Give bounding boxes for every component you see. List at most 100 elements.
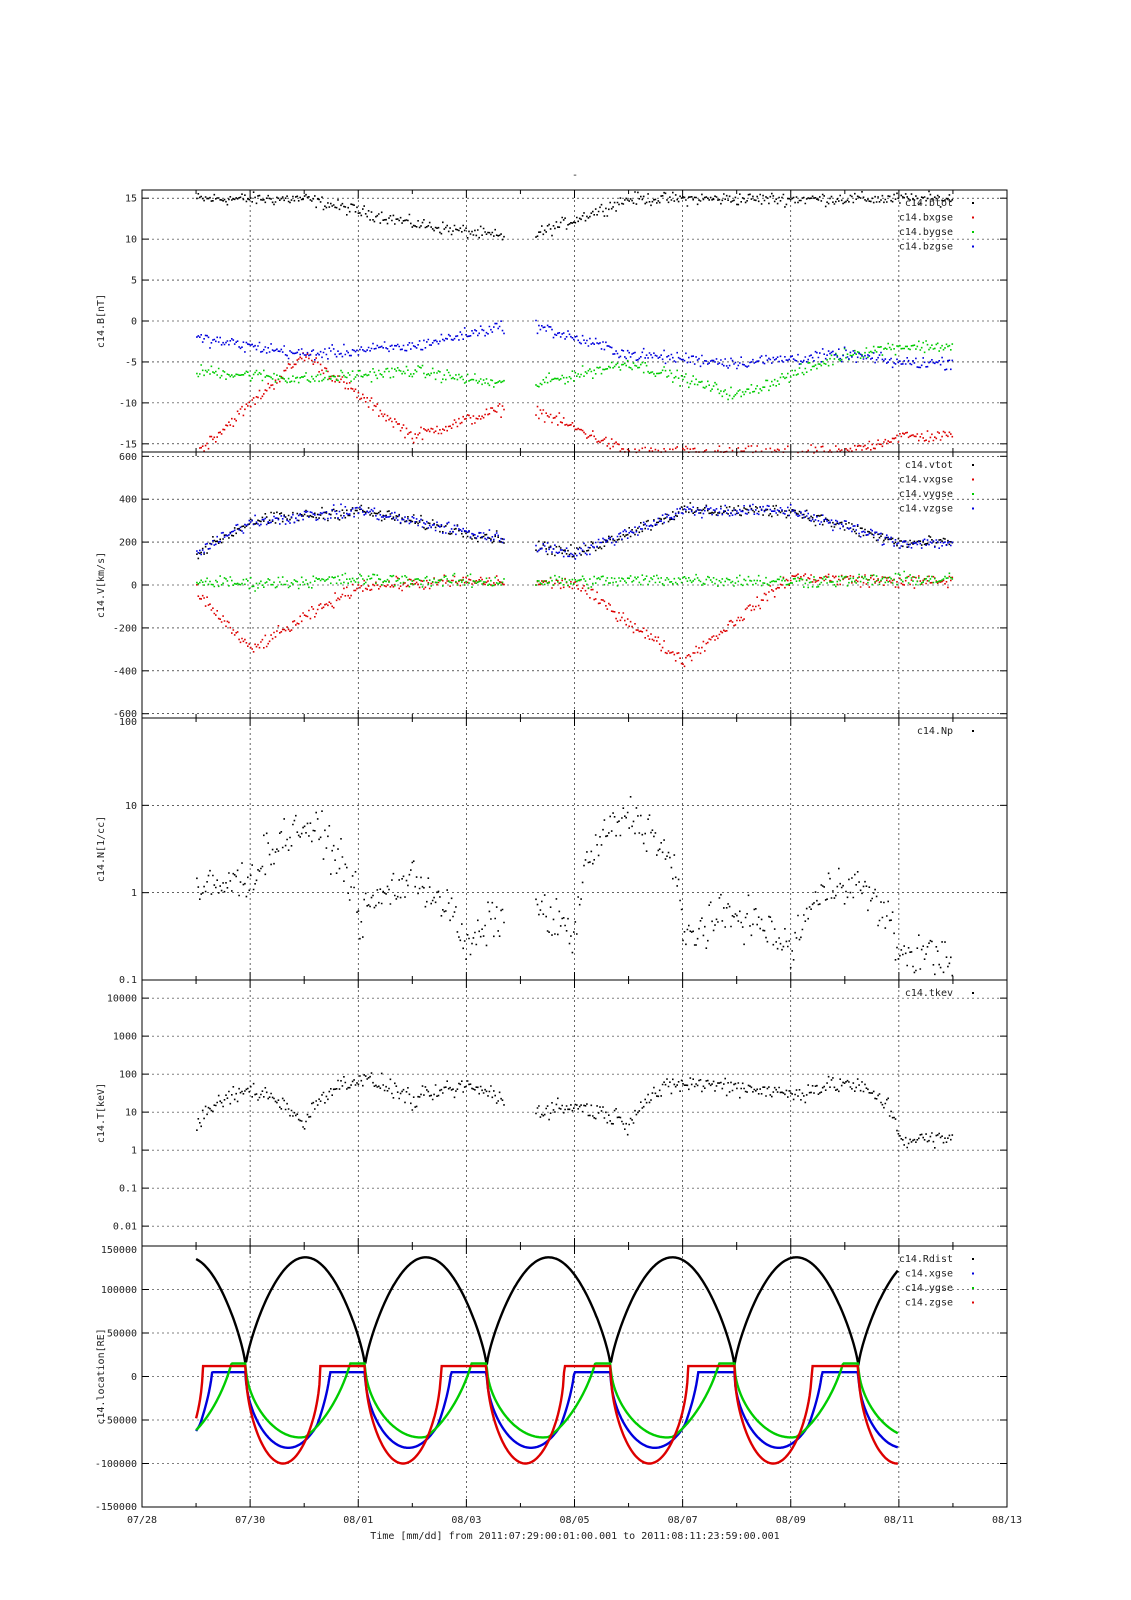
- legend-entry: c14.bxgse: [899, 213, 953, 224]
- x-tick-label: 08/05: [559, 1515, 589, 1526]
- orbit-line: [194, 1364, 898, 1465]
- y-tick-label: 0: [131, 1372, 137, 1383]
- y-axis-label: c14.V[km/s]: [96, 552, 107, 618]
- y-tick-label: 100000: [101, 1285, 137, 1296]
- legend-entry: c14.vtot: [905, 460, 953, 471]
- data-layer: [196, 190, 954, 454]
- y-tick-label: -600: [113, 709, 137, 720]
- x-tick-label: 08/03: [451, 1515, 481, 1526]
- y-axis-label: c14.N[1/cc]: [96, 816, 107, 882]
- data-layer: [196, 796, 954, 977]
- legend: c14.tkev: [905, 988, 974, 999]
- data-layer: [194, 1256, 899, 1465]
- y-tick-label: -50000: [101, 1416, 137, 1427]
- x-tick-label: 08/11: [884, 1515, 914, 1526]
- legend-marker: [972, 992, 974, 994]
- y-tick-label: 50000: [107, 1329, 137, 1340]
- y-tick-label: 600: [119, 452, 137, 463]
- series-c14-ygse: [195, 1362, 899, 1439]
- y-axis-label: c14.B[nT]: [96, 294, 107, 348]
- legend: c14.btot c14.bxgse c14.bygse c14.bzgse: [899, 198, 974, 253]
- legend-marker: [972, 493, 974, 495]
- x-tick-label: 07/30: [235, 1515, 265, 1526]
- y-axis-label: c14.T[keV]: [96, 1083, 107, 1143]
- y-tick-label: 10: [125, 1108, 137, 1119]
- legend-marker: [972, 478, 974, 481]
- legend-marker: [972, 231, 974, 233]
- x-tick-label: 08/13: [992, 1515, 1022, 1526]
- scatter-points: [196, 796, 954, 977]
- x-tick-label: 08/01: [343, 1515, 373, 1526]
- y-tick-label: 1000: [113, 1032, 137, 1043]
- x-tick-label: 07/28: [127, 1515, 157, 1526]
- legend-marker: [972, 1287, 974, 1289]
- series-c14-vzgse: [196, 503, 954, 560]
- legend-entry: c14.vygse: [899, 489, 953, 500]
- legend-marker: [972, 464, 974, 466]
- x-tick-labels: 07/28 07/30 08/01 08/03 08/05 08/07 08/09 08/11…: [127, 1515, 1022, 1526]
- y-tick-label: 10000: [107, 994, 137, 1005]
- panel-4: 10000 1000 100 10 1 0.1 0.01 c14.T[keV] c14.tkev: [96, 979, 1008, 1247]
- orbit-line: [195, 1256, 899, 1367]
- y-tick-label: 150000: [101, 1245, 137, 1256]
- legend-entry: c14.Rdist: [899, 1254, 953, 1265]
- y-tick-label: -400: [113, 666, 137, 677]
- data-layer: [196, 502, 954, 668]
- y-tick-label: 0: [131, 317, 137, 328]
- orbit-line: [195, 1362, 899, 1439]
- legend-entry: c14.vxgse: [899, 475, 953, 486]
- legend: c14.Rdist c14.xgse c14.ygse c14.zgse: [899, 1254, 974, 1309]
- y-tick-label: -150000: [95, 1502, 137, 1513]
- y-axis-label: c14.location[RE]: [96, 1328, 107, 1424]
- y-tick-label: 5: [131, 276, 137, 287]
- x-axis-label: Time [mm/dd] from 2011:07:29:00:01:00.00…: [370, 1531, 779, 1542]
- legend-marker: [972, 1301, 974, 1304]
- legend-marker: [972, 202, 974, 204]
- scatter-points: [196, 502, 954, 560]
- x-tick-label: 08/07: [668, 1515, 698, 1526]
- legend-marker: [972, 216, 974, 219]
- x-tick-label: 08/09: [776, 1515, 806, 1526]
- legend-marker: [972, 1258, 974, 1260]
- series-c14-Np: [196, 796, 954, 977]
- panels: 151050-5-10-15c14.B[nT]c14.btotc14.bxgse…: [95, 189, 1008, 1513]
- legend-entry: c14.tkev: [905, 988, 953, 999]
- y-tick-label: 0.01: [113, 1222, 137, 1233]
- y-tick-label: -200: [113, 623, 137, 634]
- series-c14-vtot: [196, 502, 954, 560]
- legend-marker: [972, 1272, 974, 1275]
- y-tick-label: 0: [131, 581, 137, 592]
- y-tick-label: 100: [119, 1070, 137, 1081]
- legend-entry: c14.Np: [917, 726, 953, 737]
- legend-marker: [972, 245, 974, 248]
- legend: c14.Np: [917, 726, 974, 737]
- legend-marker: [972, 507, 974, 510]
- scatter-points: [196, 190, 954, 241]
- legend-entry: c14.ygse: [905, 1283, 953, 1294]
- y-tick-label: 0.1: [119, 1184, 137, 1195]
- series-c14-Rdist: [195, 1256, 899, 1367]
- y-tick-label: 0.1: [119, 975, 137, 986]
- panel-5: 150000 100000 50000 0 -50000 -100000 -150000 c1…: [95, 1245, 1008, 1513]
- y-tick-label: 10: [125, 235, 137, 246]
- series-c14-zgse: [194, 1364, 898, 1465]
- panel-3: 100 10 1 0.1 c14.N[1/cc] c14.Np: [96, 717, 1008, 986]
- legend-entry: c14.btot: [905, 198, 953, 209]
- y-tick-label: 1: [131, 1146, 137, 1157]
- y-tick-label: 10: [125, 801, 137, 812]
- y-tick-label: -100000: [95, 1459, 137, 1470]
- scatter-points: [196, 503, 954, 560]
- series-c14-btot: [196, 190, 954, 241]
- y-tick-label: -15: [119, 439, 137, 450]
- figure-title: -: [572, 170, 578, 181]
- legend-entry: c14.zgse: [905, 1298, 953, 1309]
- legend: c14.vtot c14.vxgse c14.vygse c14.vzgse: [899, 460, 974, 515]
- y-tick-label: 15: [125, 194, 137, 205]
- panel-1: 15 10 5 0 -5 -10 -15 c14.B[nT] c14.btot c14.bxgse…: [96, 189, 1008, 454]
- y-tick-label: -5: [125, 357, 137, 368]
- y-tick-label: -10: [119, 398, 137, 409]
- panel-2: 600 400 200 0 -200 -400 -600 c14.V[km/s] c14.vto…: [96, 451, 1008, 720]
- legend-entry: c14.vzgse: [899, 504, 953, 515]
- y-tick-label: 1: [131, 888, 137, 899]
